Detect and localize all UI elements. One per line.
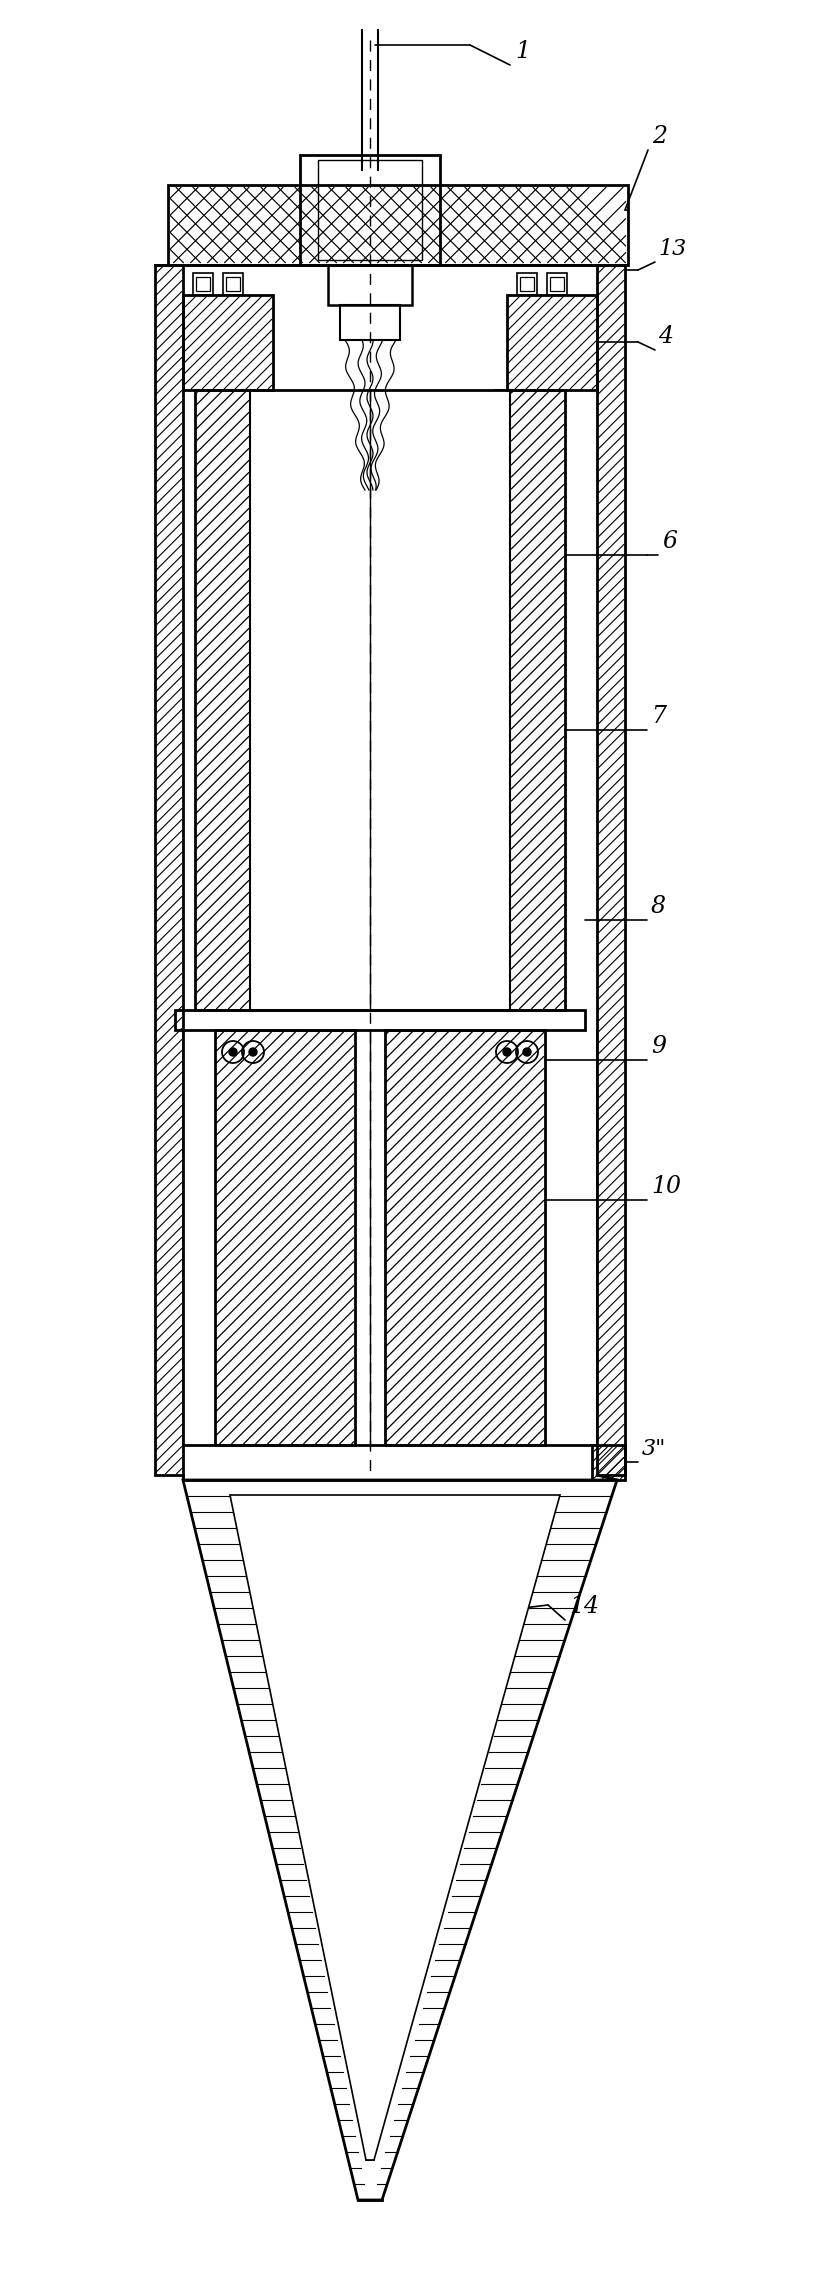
Circle shape [249,1048,257,1055]
Bar [340,304,400,341]
Circle shape [523,1048,531,1055]
Polygon shape [183,1481,617,2200]
Bar [183,295,273,389]
Bar [547,272,567,295]
Text: 6: 6 [662,531,677,554]
Bar [597,266,625,1474]
Bar [168,185,628,266]
Text: 8: 8 [651,895,666,918]
Bar [175,1009,585,1030]
Bar [328,266,412,304]
Text: 1: 1 [515,39,530,64]
Text: 14: 14 [569,1595,599,1618]
Bar [193,272,213,295]
Text: 4: 4 [658,325,673,348]
Circle shape [503,1048,511,1055]
Bar [520,277,534,291]
Bar [195,389,565,1009]
Bar [196,277,210,291]
Bar [385,1030,545,1444]
Text: 3": 3" [642,1437,667,1460]
Text: 7: 7 [651,705,666,728]
Text: 2: 2 [652,126,667,149]
Bar [592,1444,625,1481]
Circle shape [229,1048,237,1055]
Bar [507,295,597,389]
Text: 10: 10 [651,1174,681,1197]
Bar [300,156,440,266]
Bar [226,277,240,291]
Polygon shape [230,1495,560,2161]
Text: 13: 13 [658,238,686,261]
Bar [318,160,422,261]
Bar [155,266,183,1474]
Text: 9: 9 [651,1035,666,1058]
Bar [223,272,243,295]
Bar [550,277,564,291]
Bar [517,272,537,295]
Bar [215,1030,355,1444]
